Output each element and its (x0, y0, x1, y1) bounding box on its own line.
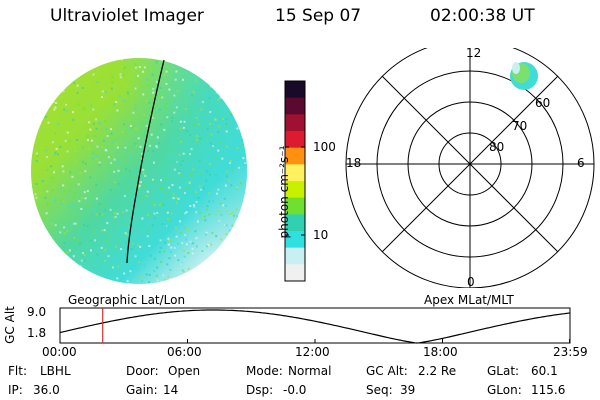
info-door-label: Door: (126, 364, 159, 378)
info-flt-value: LBHL (40, 364, 71, 378)
time-tick-2359: 23:59 (553, 345, 588, 359)
mlt-label-6: 6 (577, 156, 585, 170)
mlt-label-18: 18 (346, 156, 362, 170)
gc-alt-tick-1.8: 1.8 (27, 326, 47, 340)
info-dsp-label: Dsp: (246, 383, 274, 397)
info-gcalt-value: 2.2 Re (418, 364, 457, 378)
mlat-label-60: 60 (535, 96, 551, 110)
colorbar-cell (285, 147, 305, 165)
colorbar-cell (285, 247, 305, 265)
info-dsp-value: -0.0 (283, 383, 307, 397)
colorbar-cell (285, 164, 305, 182)
polar-image-blob (510, 62, 538, 90)
polar-mlt-plot (345, 48, 595, 288)
time-tick-1800: 18:00 (423, 345, 458, 359)
altitude-curve (59, 309, 571, 344)
info-seq-value: 39 (400, 383, 416, 397)
colorbar-cell (285, 97, 305, 115)
geographic-auroral-image (31, 58, 247, 284)
colorbar-cell (285, 181, 305, 199)
mlat-label-80: 80 (489, 140, 505, 154)
info-door-value: Open (168, 364, 201, 378)
colorbar-cell (285, 81, 305, 99)
instrument-title: Ultraviolet Imager (50, 6, 204, 26)
info-gain-label: Gain: (126, 383, 158, 397)
terminator-line (126, 59, 165, 264)
colorbar-tick-100: 100 (313, 140, 336, 154)
mlat-label-70: 70 (512, 119, 528, 133)
info-gcalt-label: GC Alt: (366, 364, 408, 378)
info-glon-label: GLon: (487, 383, 522, 397)
colorbar-cell (285, 214, 305, 232)
colorbar-cell (285, 197, 305, 215)
orbit-plot-frame (59, 307, 571, 344)
colorbar-tick-10: 10 (313, 228, 329, 242)
colorbar-cell (285, 231, 305, 249)
gc-alt-axis-label: GC Alt (3, 306, 17, 344)
info-ip-value: 36.0 (33, 383, 60, 397)
info-mode-value: Normal (288, 364, 332, 378)
info-gain-value: 14 (163, 383, 179, 397)
colorbar (284, 80, 306, 282)
mlt-label-0: 0 (467, 275, 475, 289)
info-seq-label: Seq: (366, 383, 393, 397)
info-glat-label: GLat: (487, 364, 520, 378)
image-time: 02:00:38 UT (430, 6, 535, 26)
image-date: 15 Sep 07 (275, 6, 362, 26)
time-axis-ticks (59, 339, 571, 343)
gc-alt-tick-9: 9.0 (27, 305, 47, 319)
time-tick-0600: 06:00 (167, 345, 202, 359)
orbit-altitude-plot (59, 307, 571, 344)
apex-mlat-mlt-title: Apex MLat/MLT (424, 293, 514, 307)
info-ip-label: IP: (8, 383, 23, 397)
geographic-latlon-title: Geographic Lat/Lon (68, 293, 186, 307)
mlt-label-12: 12 (466, 46, 482, 60)
colorbar-cell (285, 131, 305, 149)
colorbar-cell (285, 114, 305, 132)
time-tick-1200: 12:00 (295, 345, 330, 359)
colorbar-unit-label: photon cm⁻²s⁻¹ (277, 145, 291, 239)
info-glon-value: 115.6 (531, 383, 566, 397)
info-glat-value: 60.1 (531, 364, 558, 378)
info-flt-label: Flt: (8, 364, 27, 378)
colorbar-cell (285, 264, 305, 282)
info-mode-label: Mode: (246, 364, 283, 378)
time-tick-0000: 00:00 (42, 345, 77, 359)
